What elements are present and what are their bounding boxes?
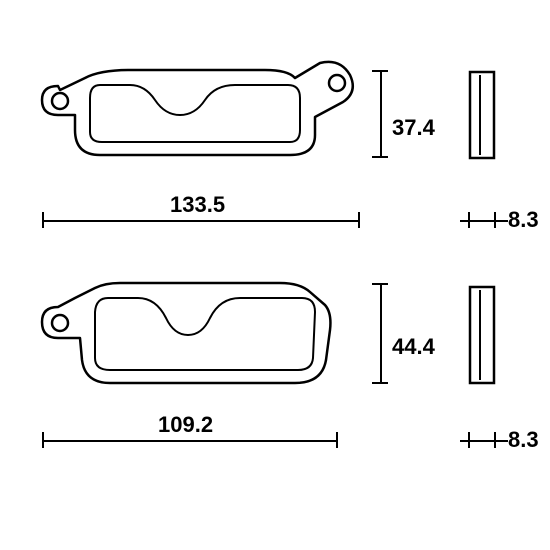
dim-line (380, 283, 382, 383)
dim-tick (372, 70, 388, 72)
dim-line (380, 70, 382, 158)
dim-line (42, 220, 360, 222)
dim-tick (468, 432, 470, 448)
dim-tick (42, 432, 44, 448)
dim-tick (494, 432, 496, 448)
bottom-thickness-label: 8.3 (508, 427, 539, 453)
dim-tick (468, 212, 470, 228)
dim-tick (372, 382, 388, 384)
top-pad-front (40, 60, 360, 180)
top-pad-side (468, 70, 498, 160)
bottom-pad-side (468, 285, 498, 385)
bottom-length-label: 109.2 (158, 412, 213, 438)
dim-tick (372, 283, 388, 285)
dim-tick (494, 212, 496, 228)
bottom-height-label: 44.4 (392, 334, 435, 360)
dim-tick (42, 212, 44, 228)
top-height-label: 37.4 (392, 115, 435, 141)
bottom-pad-front (40, 280, 340, 410)
diagram-canvas: 37.4 133.5 8.3 44.4 109.2 8.3 (0, 0, 550, 550)
dim-tick (336, 432, 338, 448)
top-length-label: 133.5 (170, 192, 225, 218)
dim-tick (372, 156, 388, 158)
dim-tick (358, 212, 360, 228)
top-thickness-label: 8.3 (508, 207, 539, 233)
dim-line (42, 440, 338, 442)
